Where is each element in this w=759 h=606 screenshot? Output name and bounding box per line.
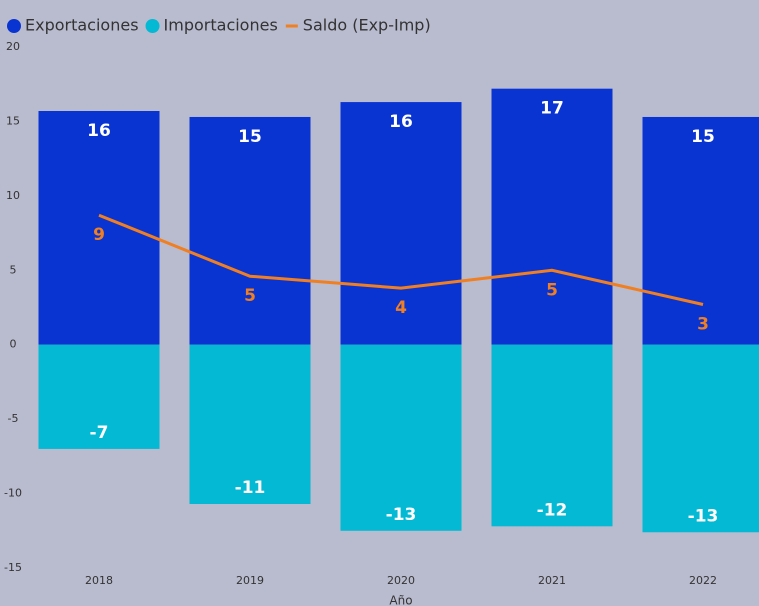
x-tick-label: 2020 <box>387 574 415 587</box>
bar <box>491 88 613 345</box>
y-tick-label: 5 <box>10 263 17 276</box>
legend-label: Exportaciones <box>25 16 139 35</box>
x-axis-label: Año <box>389 594 412 606</box>
y-tick-label: 20 <box>6 40 20 53</box>
data-label: -13 <box>386 505 417 525</box>
bar <box>642 344 759 533</box>
line <box>98 213 704 306</box>
data-label: 16 <box>389 112 413 132</box>
x-tick-label: 2019 <box>236 574 264 587</box>
bar <box>340 344 462 531</box>
data-label: 15 <box>238 127 262 147</box>
y-tick-label: 15 <box>6 114 20 127</box>
y-tick-label: -15 <box>4 561 22 574</box>
bar <box>491 344 613 527</box>
data-label: -7 <box>90 423 109 443</box>
data-label: 9 <box>93 225 105 245</box>
bar <box>38 111 160 345</box>
legend-swatch <box>7 19 21 33</box>
y-tick-label: -10 <box>4 487 22 500</box>
bar <box>642 116 759 345</box>
x-tick-label: 2021 <box>538 574 566 587</box>
bar <box>340 102 462 345</box>
data-label: 3 <box>697 315 709 335</box>
legend-swatch <box>145 19 160 33</box>
data-label: 16 <box>87 121 111 141</box>
data-label: 5 <box>546 280 558 300</box>
data-label: -11 <box>235 478 266 498</box>
y-tick-label: 0 <box>10 338 17 351</box>
data-label: -13 <box>688 506 719 526</box>
x-tick-label: 2018 <box>85 574 113 587</box>
data-label: 17 <box>540 99 564 119</box>
data-label: 5 <box>244 286 256 306</box>
legend-label: Importaciones <box>164 16 278 35</box>
bar <box>189 344 311 504</box>
x-tick-label: 2022 <box>689 574 717 587</box>
data-label: -12 <box>537 500 568 520</box>
data-label: 4 <box>395 298 407 318</box>
legend-label: Saldo (Exp-Imp) <box>303 16 431 35</box>
y-tick-label: -5 <box>8 412 19 425</box>
bar <box>38 344 160 449</box>
data-label: 15 <box>691 127 715 147</box>
y-tick-label: 10 <box>6 189 20 202</box>
bar <box>189 116 311 345</box>
